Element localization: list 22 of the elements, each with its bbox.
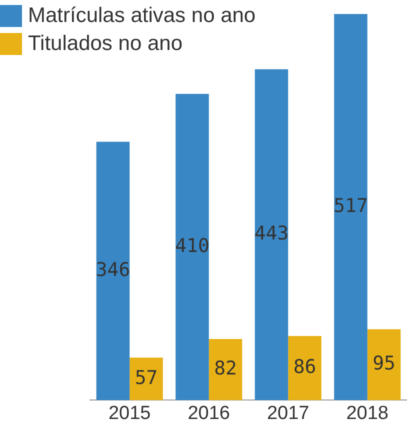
data-label: 443 [254, 222, 289, 245]
data-label: 517 [334, 195, 368, 218]
data-label: 346 [96, 258, 130, 281]
bar [288, 336, 322, 400]
data-label: 82 [214, 358, 237, 380]
bar [176, 94, 209, 400]
bar [208, 338, 242, 400]
data-label: 95 [372, 352, 396, 375]
data-label: 86 [293, 356, 316, 378]
data-label: 57 [134, 366, 158, 389]
x-tick-label: 2016 [188, 402, 230, 424]
bar [130, 358, 163, 400]
data-label: 410 [175, 235, 210, 257]
x-tick-label: 2017 [266, 402, 310, 424]
legend-label: Matrículas ativas no ano [28, 4, 256, 28]
bar [367, 329, 401, 400]
x-tick-label: 2015 [108, 402, 151, 424]
bar [334, 14, 368, 400]
x-tick-label: 2018 [346, 402, 389, 424]
bar [96, 142, 130, 400]
bar [254, 69, 288, 400]
legend-label: Titulados no ano [28, 32, 182, 56]
